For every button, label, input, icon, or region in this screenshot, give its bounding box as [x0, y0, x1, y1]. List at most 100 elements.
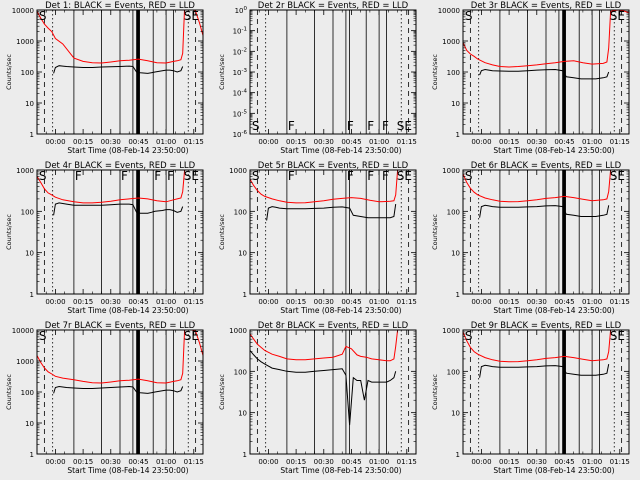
y-tick-label: 1000	[229, 167, 247, 175]
y-tick-label: 100	[234, 368, 247, 376]
x-axis-label: Start Time (08-Feb-14 23:50:00)	[280, 466, 401, 475]
x-tick-label: 00:30	[527, 458, 547, 466]
x-tick-label: 00:15	[286, 298, 306, 306]
flag-marker-label: S	[39, 329, 47, 343]
x-tick-label: 01:00	[369, 138, 389, 146]
y-tick-label: 10	[25, 250, 34, 258]
y-tick-label: 100	[235, 6, 248, 15]
x-tick-label: 01:00	[582, 298, 602, 306]
x-tick-label: 01:15	[184, 298, 204, 306]
panel-plot-area	[256, 10, 410, 134]
flag-marker-label: F	[367, 119, 374, 133]
events-series-line	[53, 65, 184, 74]
x-tick-label: 00:15	[73, 458, 93, 466]
y-tick-label: 10	[25, 100, 34, 108]
events-series-line	[53, 202, 184, 216]
x-tick-label: 00:00	[45, 458, 65, 466]
y-tick-label: 1	[456, 291, 460, 299]
y-axis-label: Counts/sec	[5, 214, 13, 250]
y-tick-label: 10-4	[233, 89, 248, 98]
x-tick-label: 01:15	[610, 298, 630, 306]
x-axis-label: Start Time (08-Feb-14 23:50:00)	[493, 466, 614, 475]
x-tick-label: 01:15	[184, 458, 204, 466]
y-tick-label: 1000	[229, 327, 247, 335]
y-tick-label: 100	[21, 69, 34, 77]
events-series-line	[479, 364, 610, 378]
lld-series-line	[37, 10, 203, 64]
x-axis-label: Start Time (08-Feb-14 23:50:00)	[67, 146, 188, 155]
events-series-line	[250, 350, 397, 426]
x-axis-label: Start Time (08-Feb-14 23:50:00)	[67, 466, 188, 475]
x-tick-label: 01:00	[582, 458, 602, 466]
x-tick-label: 01:15	[610, 458, 630, 466]
y-tick-label: 1	[30, 451, 34, 459]
flag-marker-label: F	[288, 169, 295, 183]
y-axis-label: Counts/sec	[431, 214, 439, 250]
x-tick-label: 00:00	[258, 298, 278, 306]
y-axis-label: Counts/sec	[5, 54, 13, 90]
flag-marker-label: S	[465, 9, 473, 23]
x-tick-label: 00:15	[286, 458, 306, 466]
x-tick-label: 00:00	[471, 458, 491, 466]
flag-marker-label: SE	[610, 329, 625, 343]
x-tick-label: 00:30	[101, 138, 121, 146]
x-axis-label: Start Time (08-Feb-14 23:50:00)	[280, 306, 401, 315]
x-tick-label: 01:00	[156, 458, 176, 466]
x-tick-label: 00:30	[314, 298, 334, 306]
x-tick-label: 00:00	[45, 298, 65, 306]
flag-marker-label: F	[288, 119, 295, 133]
y-tick-label: 1000	[16, 358, 34, 366]
x-tick-label: 01:15	[397, 298, 417, 306]
flag-marker-label: SE	[184, 9, 199, 23]
flag-marker-label: S	[39, 169, 47, 183]
x-tick-label: 00:00	[471, 138, 491, 146]
panel-title: Det 1: BLACK = Events, RED = LLD	[45, 1, 195, 11]
panel-plot-area	[463, 10, 629, 134]
y-tick-label: 1	[456, 131, 460, 139]
x-tick-label: 00:15	[499, 138, 519, 146]
x-tick-label: 00:30	[314, 138, 334, 146]
y-tick-label: 1000	[442, 327, 460, 335]
x-tick-label: 00:45	[554, 298, 574, 306]
y-tick-label: 100	[234, 208, 247, 216]
panel-title: Det 7r BLACK = Events, RED = LLD	[45, 321, 196, 331]
y-tick-label: 1	[243, 291, 247, 299]
x-tick-label: 00:45	[128, 138, 148, 146]
x-tick-label: 01:15	[184, 138, 204, 146]
panel-title: Det 6r BLACK = Events, RED = LLD	[471, 161, 622, 171]
flag-marker-label: F	[382, 169, 389, 183]
flag-marker-label: SE	[184, 329, 199, 343]
y-tick-label: 100	[447, 368, 460, 376]
y-tick-label: 10	[25, 420, 34, 428]
detector-panel-8: Det 8r BLACK = Events, RED = LLD 1 10 100 10…	[218, 321, 417, 475]
y-tick-label: 1000	[442, 167, 460, 175]
x-tick-label: 00:00	[258, 138, 278, 146]
x-tick-label: 01:00	[156, 138, 176, 146]
y-tick-label: 10	[238, 250, 247, 258]
x-tick-label: 00:30	[527, 138, 547, 146]
events-series-line	[266, 204, 397, 221]
lld-series-line	[463, 170, 629, 203]
x-tick-label: 00:00	[258, 458, 278, 466]
x-axis-label: Start Time (08-Feb-14 23:50:00)	[493, 306, 614, 315]
y-tick-label: 1	[456, 451, 460, 459]
x-tick-label: 00:30	[527, 298, 547, 306]
flag-marker-label: SE	[610, 169, 625, 183]
panel-title: Det 8r BLACK = Events, RED = LLD	[258, 321, 409, 331]
flag-marker-label: SE	[184, 169, 199, 183]
y-axis-label: Counts/sec	[218, 54, 226, 90]
x-axis-label: Start Time (08-Feb-14 23:50:00)	[493, 146, 614, 155]
lld-series-line	[463, 330, 629, 363]
y-tick-label: 10-6	[233, 130, 248, 139]
x-tick-label: 00:45	[554, 138, 574, 146]
flag-marker-label: F	[347, 119, 354, 133]
flag-marker-label: S	[39, 9, 47, 23]
flag-marker-label: F	[367, 169, 374, 183]
flag-marker-label: S	[252, 119, 260, 133]
x-tick-label: 00:45	[341, 458, 361, 466]
